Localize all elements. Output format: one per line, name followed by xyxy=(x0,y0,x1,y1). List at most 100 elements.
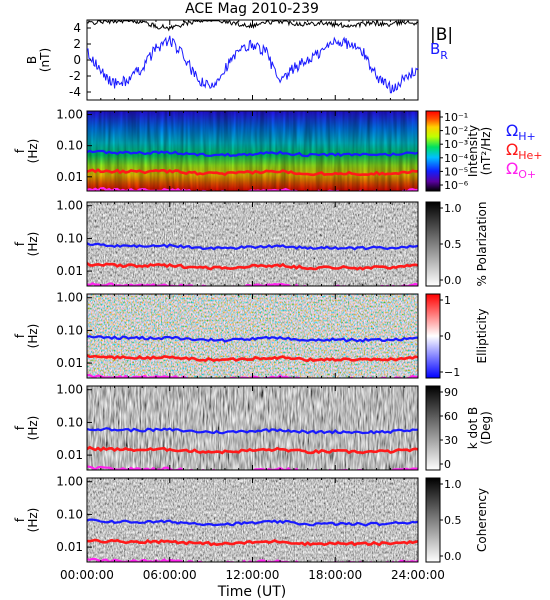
gyrofrequency-line-he xyxy=(87,168,418,177)
colorbar-tick-label: 10⁻² xyxy=(444,125,468,138)
colorbar-title-line: (Deg) xyxy=(479,411,493,445)
legend-omega-h: ΩH+ xyxy=(506,121,536,143)
legend-b-r-main: B xyxy=(430,40,440,58)
colorbar-title: % Polarization xyxy=(475,202,489,287)
x-tick-label: 12:00:00 xyxy=(226,568,280,582)
y-axis-label: f(Hz) xyxy=(13,508,40,533)
ellipticity-spectrogram-image xyxy=(87,294,418,378)
polarization-texture xyxy=(87,202,418,286)
legend-b-r-subscript: R xyxy=(440,49,448,62)
y-tick-label: 0 xyxy=(73,53,81,67)
colorbar-tick-label: 1.0 xyxy=(444,202,462,215)
y-axis-label: f(Hz) xyxy=(13,232,40,257)
colorbar-tick-label: 30 xyxy=(444,434,458,447)
b-field-plot-frame xyxy=(86,19,419,101)
y-axis-label-line: (Hz) xyxy=(26,508,40,533)
x-tick-label: 24:00:00 xyxy=(391,568,445,582)
intensity-texture xyxy=(87,111,418,191)
legend-omega-symbol: Ω xyxy=(506,140,518,159)
y-axis-label-line: (Hz) xyxy=(26,416,40,441)
y-tick-label: 0.10 xyxy=(56,323,83,337)
ellipticity-colorbar xyxy=(425,293,441,379)
colorbar-tick-label: 10⁻³ xyxy=(444,138,468,151)
y-axis-label-line: f xyxy=(13,333,27,338)
colorbar-title-line: (nT²/Hz) xyxy=(479,127,493,175)
y-axis-label-line: (Hz) xyxy=(26,324,40,349)
y-tick-label: 0.01 xyxy=(56,356,83,370)
y-tick-label: -2 xyxy=(69,69,81,83)
colorbar-title: Ellipticity xyxy=(475,309,489,364)
y-tick-label: 0.10 xyxy=(56,139,83,153)
y-tick-label: 2 xyxy=(73,37,81,51)
colorbar-tick-label: 10⁻⁶ xyxy=(444,179,469,192)
polarization-colorbar xyxy=(425,201,441,287)
x-axis-label: Time (UT) xyxy=(217,584,286,600)
colorbar-title-line: % Polarization xyxy=(475,202,489,287)
k-dot-b-texture xyxy=(87,386,418,470)
y-axis-label: f(Hz) xyxy=(13,416,40,441)
y-tick-label: 1.00 xyxy=(56,291,83,305)
colorbar-tick-label: 0 xyxy=(444,458,451,471)
y-axis-label-line: f xyxy=(13,425,27,430)
colorbar-title: k dot B(Deg) xyxy=(466,407,493,449)
y-tick-label: 0.10 xyxy=(56,415,83,429)
colorbar-title: Coherency xyxy=(475,488,489,552)
y-axis-label-line: B xyxy=(25,56,39,64)
coherency-panel: 1.00 0.10 0.01 f(Hz) 1.0 0.5 0.0 Coherency xyxy=(13,475,489,563)
series-line-b-r xyxy=(86,35,419,94)
colorbar-tick-label: 60 xyxy=(444,410,458,423)
colorbar-tick-label: −1 xyxy=(444,366,460,379)
ellipticity-panel: 1.00 0.10 0.01 f(Hz) 1 0 −1 Ellipticity xyxy=(13,291,489,379)
y-tick-label: 1.00 xyxy=(56,383,83,397)
colorbar-tick-label: 1 xyxy=(444,294,451,307)
legend-omega-subscript: H+ xyxy=(518,130,536,143)
y-tick-label: 0.01 xyxy=(56,264,83,278)
gyrofrequency-line-h xyxy=(87,335,418,343)
y-axis-label-line: (nT) xyxy=(38,48,52,72)
legend-omega-subscript: O+ xyxy=(518,168,536,181)
colorbar-tick-label: 1.0 xyxy=(444,478,462,491)
intensity-spectrogram-image xyxy=(87,111,418,191)
y-axis-label-line: (Hz) xyxy=(26,139,40,164)
legend-omega-he: ΩHe+ xyxy=(506,140,543,162)
gyrofrequency-line-he xyxy=(87,445,418,455)
colorbar-tick-label: 0.0 xyxy=(444,274,462,287)
y-tick-label: 0.01 xyxy=(56,540,83,554)
y-tick-label: 1.00 xyxy=(56,475,83,489)
y-tick-label: 0.10 xyxy=(56,507,83,521)
y-tick-label: 4 xyxy=(73,21,81,35)
b-field-panel: 420-2-4B(nT)|B|BR xyxy=(25,18,453,101)
figure-title: ACE Mag 2010-239 xyxy=(185,1,319,17)
colorbar-tick-label: 10⁻⁴ xyxy=(444,152,469,165)
y-tick-label: 0.10 xyxy=(56,231,83,245)
coherency-spectrogram-image xyxy=(87,478,418,562)
gyrofrequency-line-he xyxy=(87,538,418,547)
gyrofrequency-line-h xyxy=(87,242,418,251)
y-tick-label: 0.01 xyxy=(56,170,83,184)
x-tick-label: 00:00:00 xyxy=(60,568,114,582)
colorbar-tick-label: 10⁻¹ xyxy=(444,111,468,124)
coherency-colorbar xyxy=(425,477,441,563)
y-tick-label: 1.00 xyxy=(56,108,83,122)
colorbar-tick-label: 10⁻⁵ xyxy=(444,165,468,178)
colorbar-title: Intensity(nT²/Hz) xyxy=(466,125,493,177)
legend-omega-subscript: He+ xyxy=(518,149,542,162)
y-axis-label: f(Hz) xyxy=(13,324,40,349)
intensity-panel: 1.00 0.10 0.01 f(Hz) 10⁻¹10⁻²10⁻³10⁻⁴10⁻⁵10⁻… xyxy=(13,108,543,192)
legend-b-r: BR xyxy=(430,40,448,62)
y-axis-label-line: (Hz) xyxy=(26,232,40,257)
y-axis-label-line: f xyxy=(13,517,27,522)
colorbar-tick-label: 0.5 xyxy=(444,238,462,251)
polarization-panel: 1.00 0.10 0.01 f(Hz) 1.0 0.5 0.0 % Polarization xyxy=(13,199,489,287)
gyrofrequency-line-h xyxy=(87,427,418,435)
k-dot-b-colorbar xyxy=(425,385,441,471)
y-tick-label: -4 xyxy=(69,85,81,99)
legend-omega-symbol: Ω xyxy=(506,159,518,178)
gyrofrequency-line-h xyxy=(87,149,418,158)
polarization-spectrogram-image xyxy=(87,202,418,286)
colorbar-tick-label: 0 xyxy=(444,330,451,343)
coherency-texture xyxy=(87,478,418,562)
y-tick-label: 0.01 xyxy=(56,448,83,462)
y-axis-label-line: f xyxy=(13,241,27,246)
